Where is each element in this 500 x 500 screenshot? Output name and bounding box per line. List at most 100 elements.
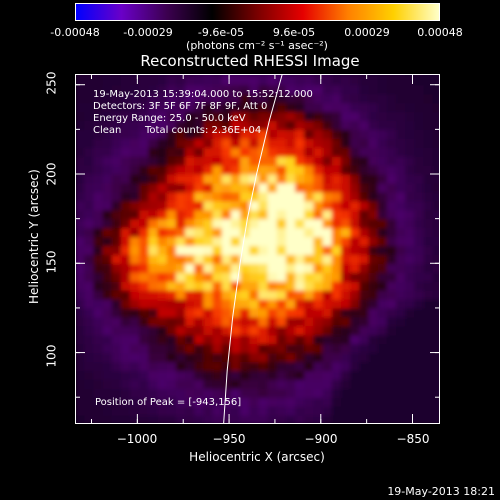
heatmap-cell xyxy=(75,191,85,202)
heatmap-cell xyxy=(130,325,140,336)
heatmap-cell xyxy=(185,388,195,398)
heatmap-cell xyxy=(331,75,342,86)
heatmap-cell xyxy=(203,129,214,139)
heatmap-cell xyxy=(166,111,177,122)
heatmap-cell xyxy=(175,209,186,220)
heatmap-cell xyxy=(432,209,440,220)
heatmap-cell xyxy=(175,334,186,345)
heatmap-cell xyxy=(432,397,440,407)
heatmap-cell xyxy=(304,75,315,86)
heatmap-cell xyxy=(212,334,223,345)
heatmap-cell xyxy=(93,102,104,113)
heatmap-cell xyxy=(221,245,232,255)
heatmap-cell xyxy=(377,209,388,220)
heatmap-cell xyxy=(221,388,232,398)
heatmap-cell xyxy=(102,138,113,148)
heatmap-cell xyxy=(285,334,296,345)
heatmap-cell xyxy=(295,281,305,291)
heatmap-cell xyxy=(267,174,278,184)
heatmap-cell xyxy=(340,352,351,363)
heatmap-cell xyxy=(230,156,241,166)
heatmap-cell xyxy=(139,200,149,211)
heatmap-cell xyxy=(249,102,260,113)
heatmap-cell xyxy=(166,236,177,247)
heatmap-cell xyxy=(212,191,223,202)
heatmap-cell xyxy=(414,263,425,273)
heatmap-cell xyxy=(340,406,351,416)
heatmap-cell xyxy=(93,290,104,300)
heatmap-cell xyxy=(166,218,177,229)
heatmap-cell xyxy=(295,174,305,184)
heatmap-cell xyxy=(405,156,415,166)
heatmap-cell xyxy=(331,236,342,247)
heatmap-cell xyxy=(157,74,168,77)
heatmap-cell xyxy=(230,227,241,238)
heatmap-cell xyxy=(377,138,388,148)
heatmap-cell xyxy=(267,102,278,113)
heatmap-cell xyxy=(423,93,434,104)
heatmap-cell xyxy=(166,174,177,184)
heatmap-cell xyxy=(175,352,186,363)
heatmap-cell xyxy=(230,343,241,354)
heatmap-cell xyxy=(194,75,204,86)
heatmap-cell xyxy=(139,406,149,416)
heatmap-cell xyxy=(359,75,370,86)
heatmap-cell xyxy=(331,343,342,354)
heatmap-cell xyxy=(130,316,140,327)
heatmap-cell xyxy=(377,299,388,309)
heatmap-cell xyxy=(267,388,278,398)
heatmap-cell xyxy=(340,129,351,139)
heatmap-cell xyxy=(340,290,351,300)
heatmap-cell xyxy=(340,415,351,424)
heatmap-cell xyxy=(93,406,104,416)
heatmap-cell xyxy=(93,182,104,193)
heatmap-cell xyxy=(313,325,324,336)
heatmap-cell xyxy=(377,218,388,229)
heatmap-cell xyxy=(230,379,241,389)
heatmap-cell xyxy=(194,290,204,300)
heatmap-cell xyxy=(120,406,131,416)
heatmap-cell xyxy=(285,281,296,291)
heatmap-cell xyxy=(423,74,434,77)
heatmap-cell xyxy=(295,147,305,157)
heatmap-cell xyxy=(240,236,250,247)
heatmap-cell xyxy=(285,307,296,318)
heatmap-cell xyxy=(432,74,440,77)
heatmap-cell xyxy=(84,406,94,416)
heatmap-cell xyxy=(139,325,149,336)
heatmap-cell xyxy=(194,84,204,95)
heatmap-cell xyxy=(84,334,94,345)
heatmap-cell xyxy=(212,415,223,424)
heatmap-cell xyxy=(111,272,122,282)
heatmap-cell xyxy=(148,352,159,363)
heatmap-cell xyxy=(157,182,168,193)
heatmap-cell xyxy=(267,200,278,211)
heatmap-cell xyxy=(130,379,140,389)
heatmap-cell xyxy=(221,84,232,95)
heatmap-cell xyxy=(267,307,278,318)
heatmap-cell xyxy=(148,406,159,416)
heatmap-cell xyxy=(331,263,342,273)
heatmap-cell xyxy=(75,263,85,273)
y-tick-label: 200 xyxy=(44,162,59,186)
heatmap-cell xyxy=(432,129,440,139)
heatmap-cell xyxy=(395,290,406,300)
heatmap-cell xyxy=(249,227,260,238)
heatmap-cell xyxy=(166,245,177,255)
x-axis-label: Heliocentric X (arcsec) xyxy=(189,450,325,464)
heatmap-cell xyxy=(285,191,296,202)
heatmap-cell xyxy=(221,200,232,211)
heatmap-cell xyxy=(313,379,324,389)
heatmap-cell xyxy=(221,316,232,327)
heatmap-cell xyxy=(249,370,260,380)
heatmap-cell xyxy=(120,325,131,336)
heatmap-cell xyxy=(240,307,250,318)
heatmap-cell xyxy=(414,93,425,104)
heatmap-cell xyxy=(120,191,131,202)
heatmap-cell xyxy=(359,263,370,273)
heatmap-cell xyxy=(221,111,232,122)
heatmap-cell xyxy=(395,325,406,336)
heatmap-cell xyxy=(285,129,296,139)
heatmap-cell xyxy=(185,325,195,336)
heatmap-cell xyxy=(221,120,232,130)
